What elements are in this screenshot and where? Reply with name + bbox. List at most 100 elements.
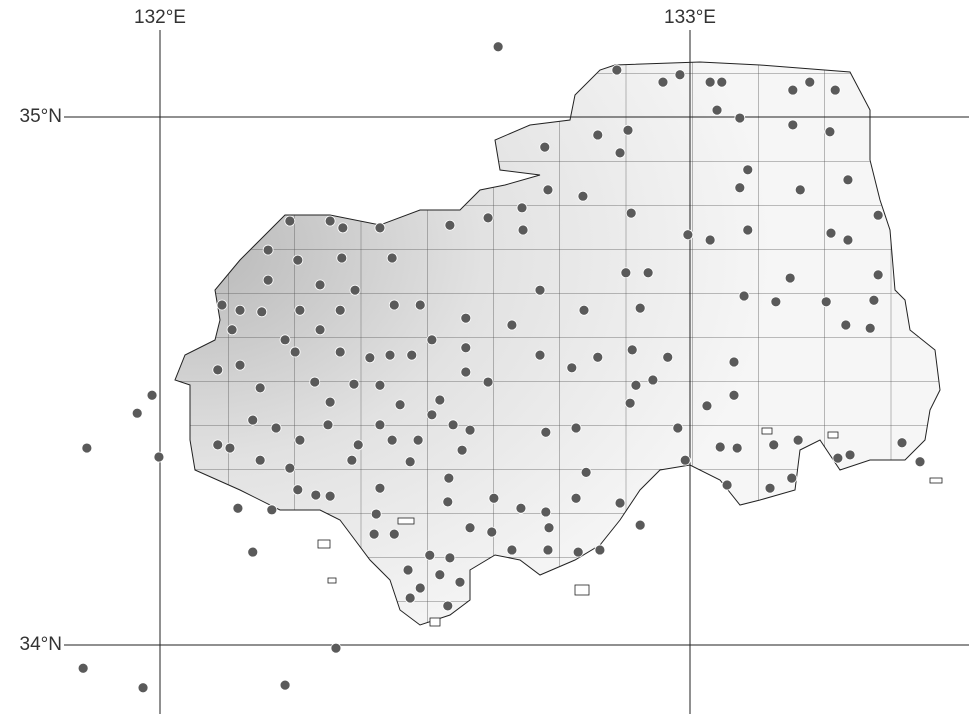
site: [788, 120, 798, 130]
site: [825, 127, 835, 137]
site: [248, 547, 258, 557]
site: [248, 415, 258, 425]
site: [795, 185, 805, 195]
site: [385, 350, 395, 360]
site: [615, 148, 625, 158]
site: [663, 352, 673, 362]
site: [841, 320, 851, 330]
site: [593, 130, 603, 140]
site: [788, 85, 798, 95]
site: [295, 435, 305, 445]
site: [325, 216, 335, 226]
site: [771, 297, 781, 307]
site: [315, 325, 325, 335]
site: [465, 425, 475, 435]
site: [873, 270, 883, 280]
site: [280, 680, 290, 690]
site: [427, 410, 437, 420]
region: [0, 0, 969, 714]
site: [625, 398, 635, 408]
site: [873, 210, 883, 220]
site: [567, 363, 577, 373]
site: [415, 583, 425, 593]
site: [461, 313, 471, 323]
site: [543, 185, 553, 195]
site: [643, 268, 653, 278]
site: [826, 228, 836, 238]
site: [227, 325, 237, 335]
site: [579, 305, 589, 315]
site: [413, 435, 423, 445]
site: [623, 125, 633, 135]
site: [387, 253, 397, 263]
site: [729, 357, 739, 367]
site: [337, 253, 347, 263]
site: [702, 401, 712, 411]
site: [293, 485, 303, 495]
site: [455, 577, 465, 587]
site: [407, 350, 417, 360]
site: [593, 352, 603, 362]
site: [635, 520, 645, 530]
site: [365, 353, 375, 363]
site: [507, 545, 517, 555]
site: [821, 297, 831, 307]
site: [325, 397, 335, 407]
site: [257, 307, 267, 317]
site: [648, 375, 658, 385]
site: [683, 230, 693, 240]
site: [843, 235, 853, 245]
site: [350, 285, 360, 295]
site: [235, 360, 245, 370]
site: [571, 493, 581, 503]
site: [375, 483, 385, 493]
site: [573, 547, 583, 557]
site: [735, 113, 745, 123]
site: [765, 483, 775, 493]
site: [595, 545, 605, 555]
site: [722, 480, 732, 490]
site: [444, 473, 454, 483]
site: [627, 345, 637, 355]
site: [435, 395, 445, 405]
site: [869, 295, 879, 305]
site: [132, 408, 142, 418]
site: [578, 191, 588, 201]
site: [461, 367, 471, 377]
site: [673, 423, 683, 433]
site: [541, 507, 551, 517]
site: [540, 142, 550, 152]
site: [483, 213, 493, 223]
site: [389, 300, 399, 310]
site: [445, 553, 455, 563]
site: [581, 467, 591, 477]
site: [295, 305, 305, 315]
site: [518, 225, 528, 235]
site: [290, 347, 300, 357]
site: [732, 443, 742, 453]
site: [217, 300, 227, 310]
site: [445, 220, 455, 230]
site: [375, 223, 385, 233]
site: [541, 427, 551, 437]
site: [865, 323, 875, 333]
site: [705, 77, 715, 87]
site: [680, 455, 690, 465]
site: [845, 450, 855, 460]
site: [712, 105, 722, 115]
site: [705, 235, 715, 245]
site: [263, 275, 273, 285]
site: [427, 335, 437, 345]
site: [465, 523, 475, 533]
site: [544, 523, 554, 533]
lat-label: 35°N: [20, 106, 62, 127]
site: [280, 335, 290, 345]
site: [615, 498, 625, 508]
site: [369, 529, 379, 539]
lat-label: 34°N: [20, 634, 62, 655]
site: [371, 509, 381, 519]
site: [323, 420, 333, 430]
site: [255, 383, 265, 393]
site: [267, 505, 277, 515]
site: [315, 280, 325, 290]
